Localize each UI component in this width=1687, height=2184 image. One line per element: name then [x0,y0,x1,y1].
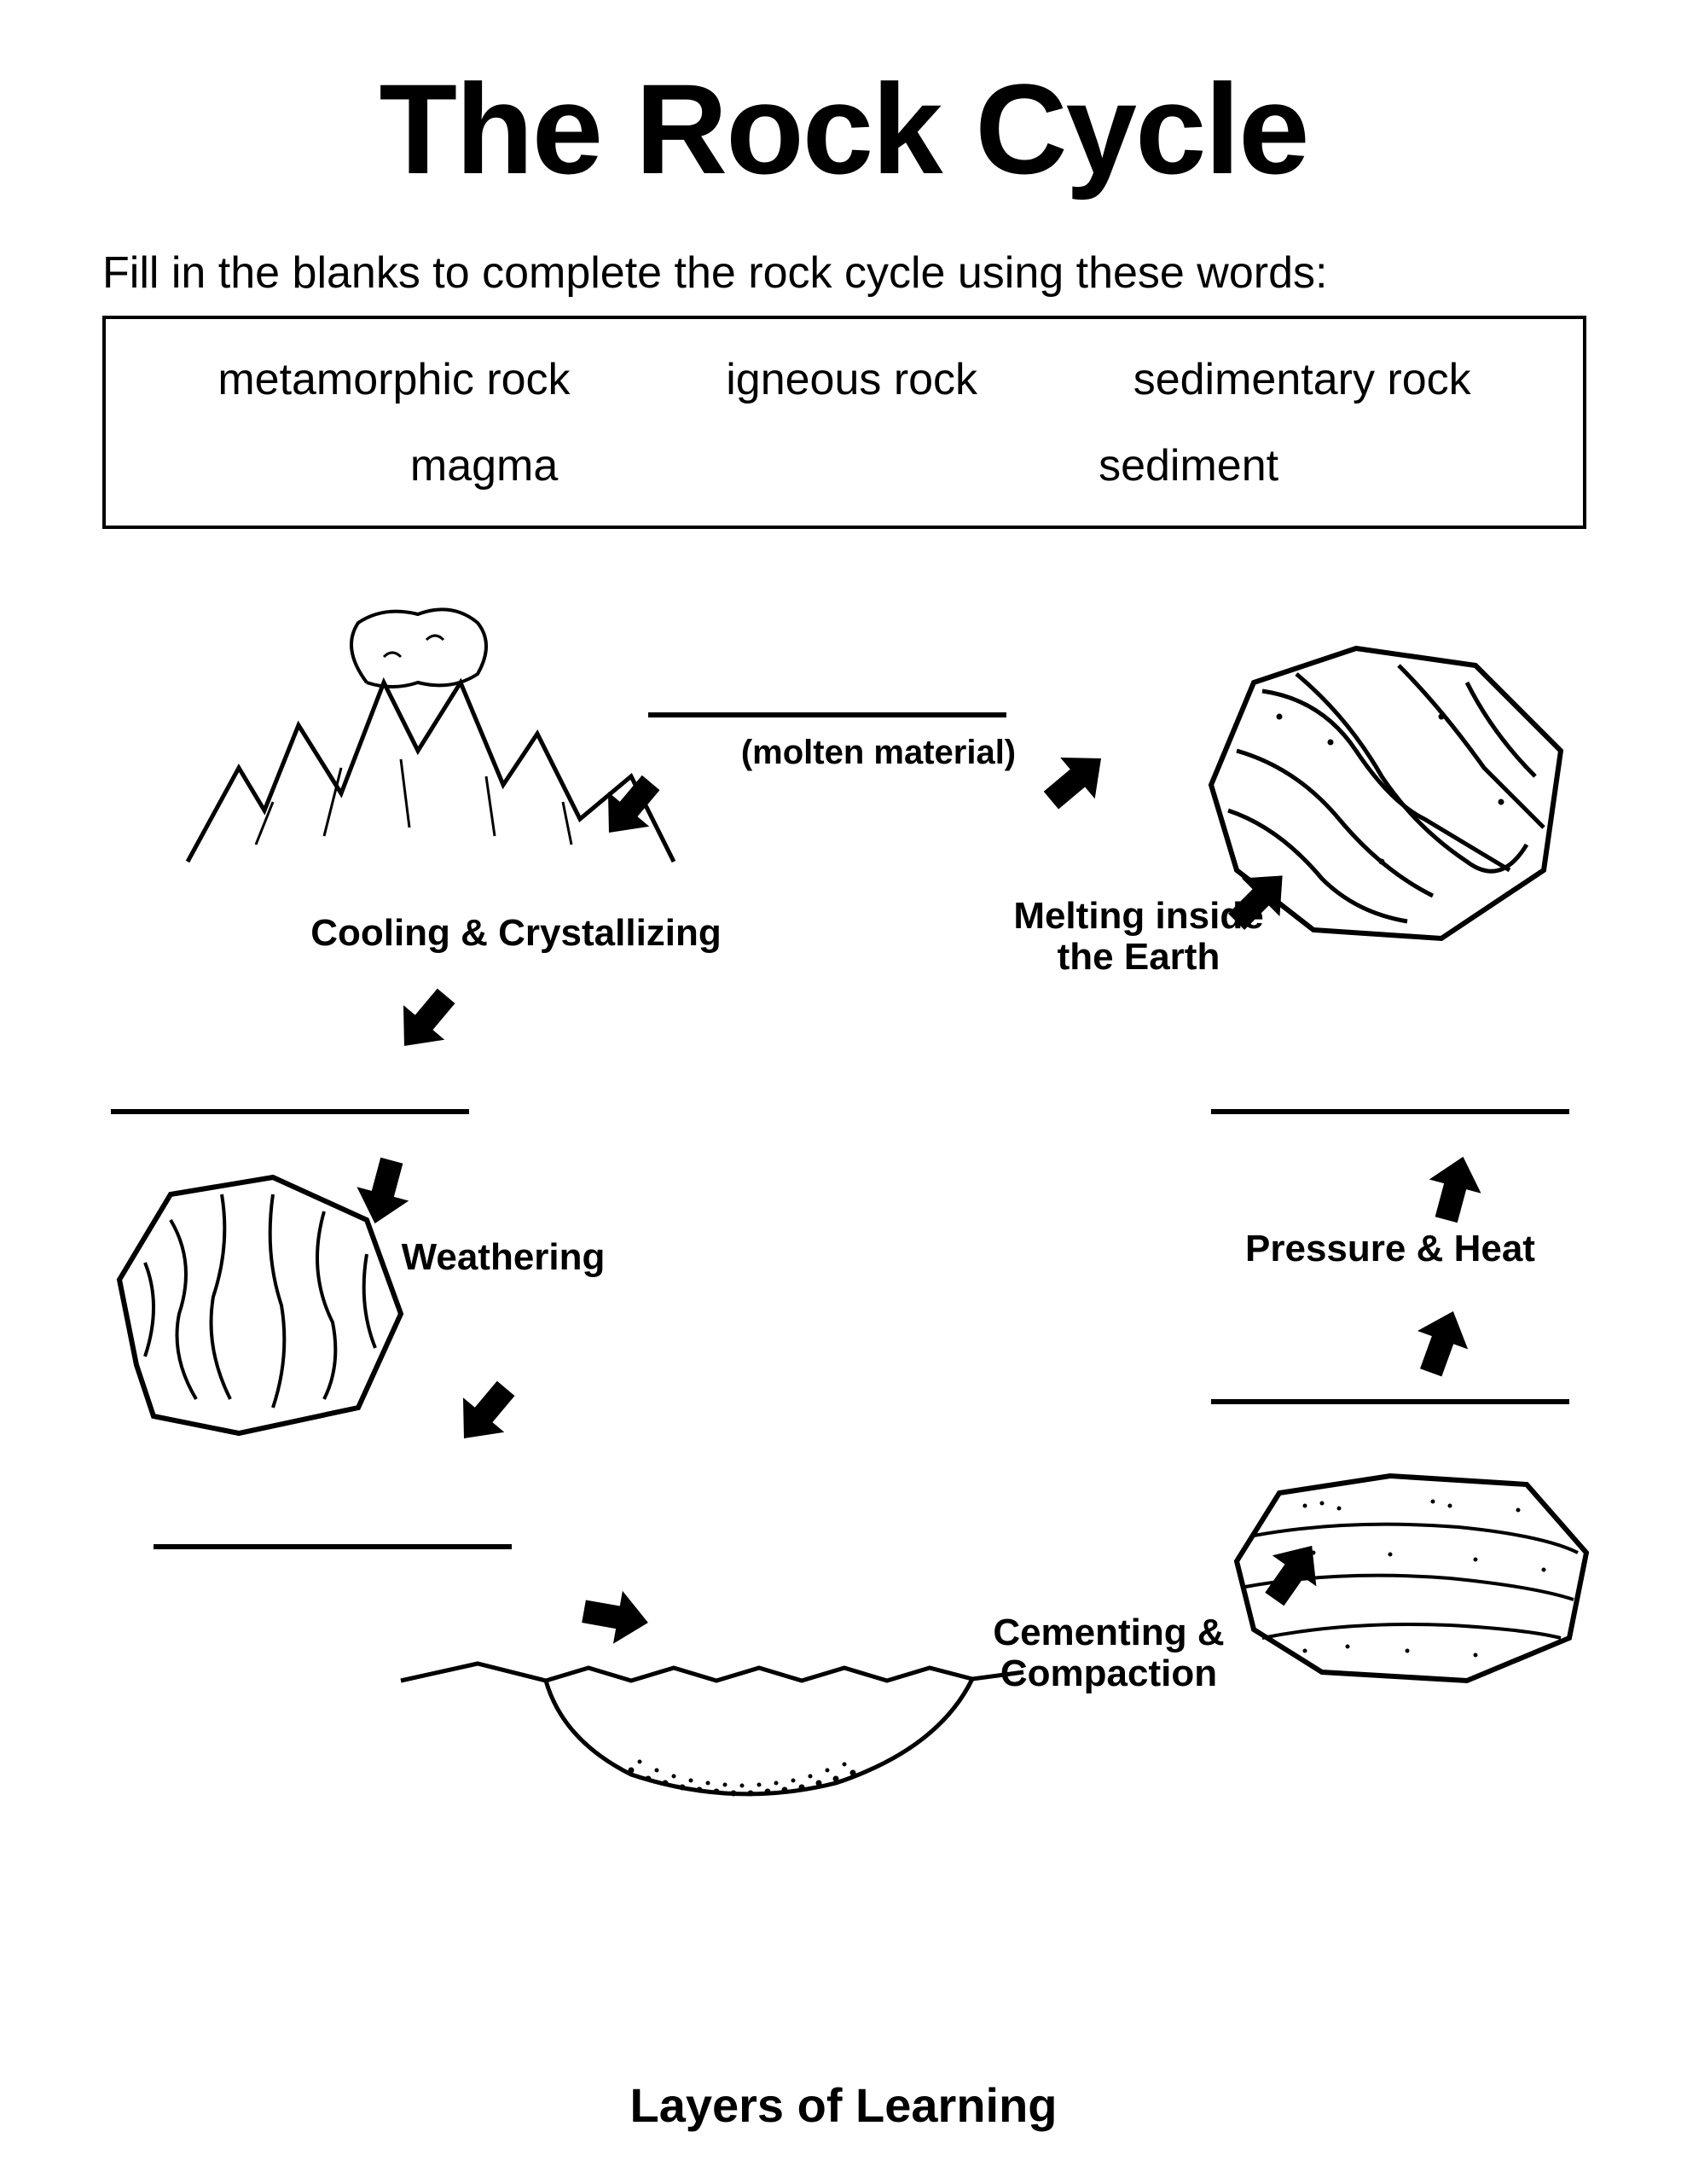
volcano-drawing [171,597,682,887]
arrow-icon-1 [373,966,481,1074]
word-sediment: sediment [1099,440,1278,491]
word-sedimentary: sedimentary rock [1133,354,1471,405]
label-molten-material: (molten material) [716,734,1041,771]
label-cooling-crystallizing: Cooling & Crystallizing [294,913,738,954]
arrow-icon-3 [432,1358,541,1467]
label-cementing-compaction: Cementing &Compaction [964,1612,1254,1695]
arrow-icon-6 [1407,1143,1501,1237]
word-bank-row-2: magma sediment [140,440,1549,491]
word-bank-row-1: metamorphic rock igneous rock sedimentar… [140,354,1549,405]
arrow-icon-9 [570,1572,658,1661]
word-magma: magma [410,440,558,491]
footer-credit: Layers of Learning [0,2077,1687,2133]
instructions-text: Fill in the blanks to complete the rock … [102,247,1595,299]
blank-magma[interactable] [648,712,1006,717]
blank-igneous[interactable] [111,1109,469,1114]
label-weathering: Weathering [384,1237,623,1278]
water-basin-drawing [392,1612,1041,1834]
blank-sediment[interactable] [154,1544,512,1549]
blank-sedimentary[interactable] [1211,1399,1569,1404]
page-title: The Rock Cycle [0,55,1687,203]
label-pressure-heat: Pressure & Heat [1228,1228,1552,1269]
word-bank-box: metamorphic rock igneous rock sedimentar… [102,316,1586,529]
word-igneous: igneous rock [726,354,977,405]
rock-cycle-diagram: (molten material) Cooling & Crystallizing… [102,580,1586,2065]
blank-metamorphic-upper[interactable] [1211,1109,1569,1114]
word-metamorphic: metamorphic rock [217,354,570,405]
arrow-icon-7 [1392,1294,1490,1392]
